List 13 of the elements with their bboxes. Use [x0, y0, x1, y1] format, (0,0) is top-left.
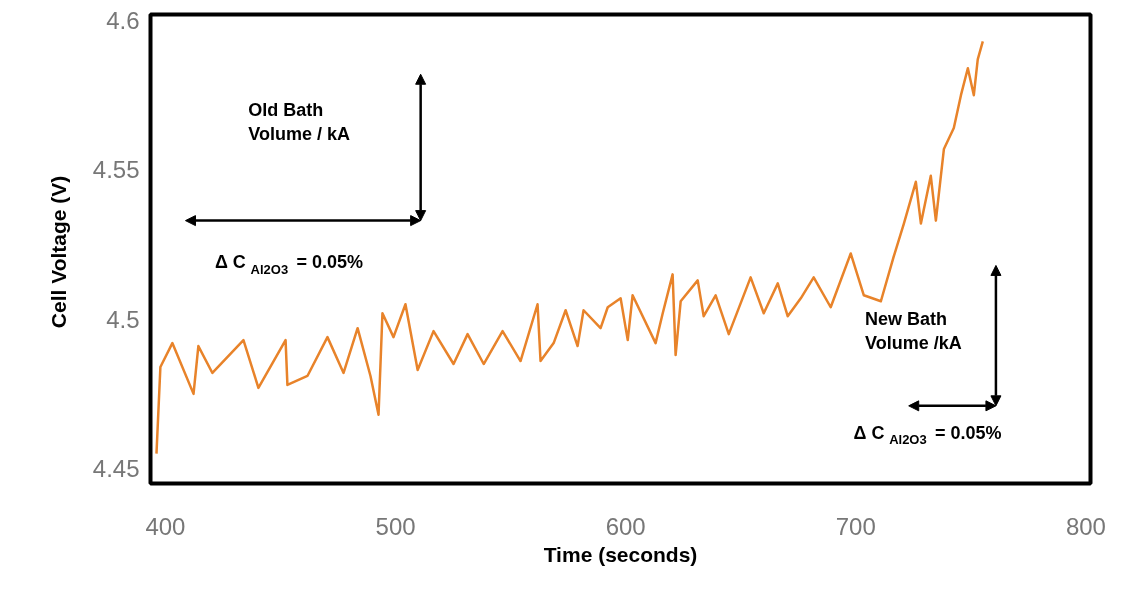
x-tick-label: 600 [605, 512, 646, 540]
y-tick-label: 4.6 [106, 6, 140, 34]
y-tick-label: 4.45 [92, 455, 140, 483]
annotation: Old Bath Volume / kA [248, 100, 350, 145]
x-tick-label: 400 [145, 512, 186, 540]
x-tick-label: 700 [835, 512, 876, 540]
y-tick-label: 4.5 [106, 305, 140, 333]
x-axis-title: Time (seconds) [543, 542, 698, 566]
x-tick-label: 800 [1065, 512, 1106, 540]
y-axis-title: Cell Voltage (V) [46, 175, 70, 329]
x-tick-label: 500 [375, 512, 416, 540]
y-tick-label: 4.55 [92, 156, 140, 184]
annotation: New Bath Volume /kA [864, 309, 962, 354]
